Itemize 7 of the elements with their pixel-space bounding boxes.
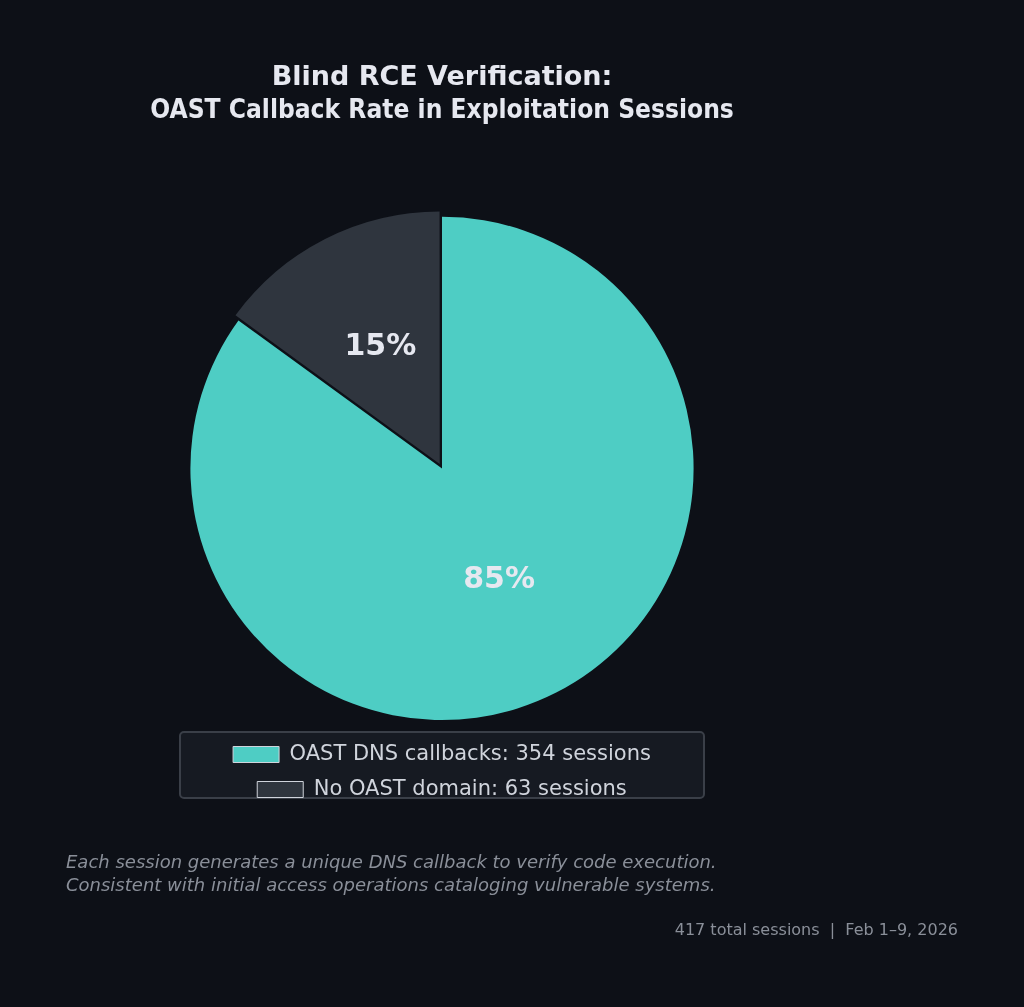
text: Each session generates a unique DNS callback to verify code execution. Consistent with initial access operations cataloging vulnerable systems. xyxy=(66,850,717,896)
text: 417 total sessions | Feb 1–9, 2026 xyxy=(674,920,958,939)
data-label: 85% xyxy=(463,560,536,596)
legend-label: OAST DNS callbacks: 354 sessions xyxy=(289,740,651,765)
data-label: 15% xyxy=(344,327,417,363)
chart-title: Blind RCE Verification: OAST Callback Rate in Exploitation Sessions xyxy=(150,60,734,125)
legend-label: No OAST domain: 63 sessions xyxy=(313,775,627,800)
